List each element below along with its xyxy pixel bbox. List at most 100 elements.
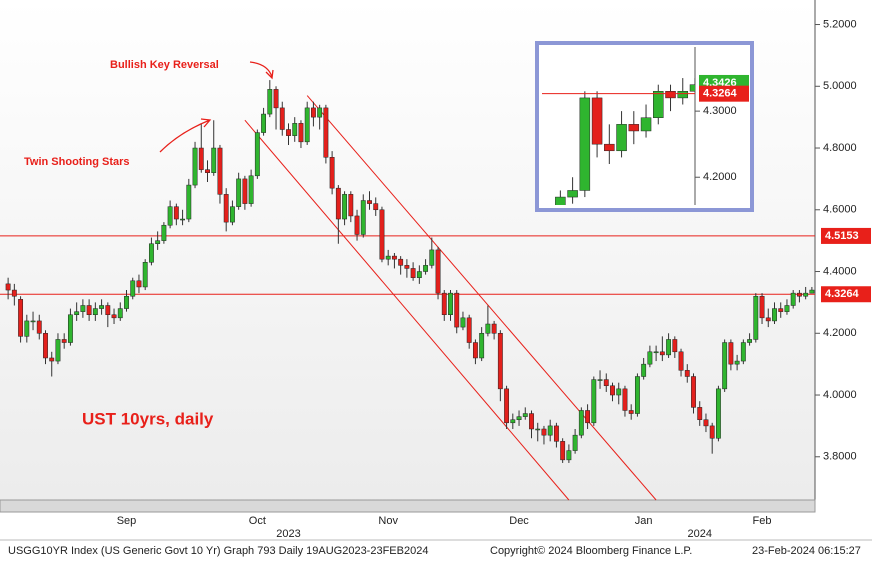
candle-body	[354, 215, 360, 235]
candle-body	[516, 416, 522, 420]
candle-body	[286, 129, 291, 136]
footer-text: USGG10YR Index (US Generic Govt 10 Yr) G…	[8, 545, 428, 557]
candle-body	[691, 376, 696, 408]
level-tag	[821, 286, 871, 303]
candle-body	[715, 388, 721, 439]
candle-body	[99, 305, 105, 309]
candle-body	[666, 339, 672, 356]
level-label: 4.5153	[825, 230, 859, 242]
candle-body	[740, 342, 746, 362]
candle-body	[192, 147, 198, 186]
annotation: Bullish Key Reversal	[110, 59, 219, 71]
candle-body	[329, 157, 335, 189]
candle-body	[479, 333, 485, 359]
candle-body	[466, 317, 472, 343]
candle-body	[229, 206, 235, 223]
candle-body	[641, 363, 647, 377]
candle-body	[622, 388, 628, 411]
inset-candles	[555, 78, 695, 205]
candle-body	[703, 419, 709, 427]
candle-body	[567, 190, 578, 198]
candle-body	[429, 249, 435, 266]
candle-body	[572, 434, 578, 451]
candle-body	[616, 388, 622, 396]
candle-body	[772, 308, 777, 322]
y-tick-label: 4.4000	[823, 265, 857, 277]
y-tick-label: 5.0000	[823, 80, 857, 92]
candle-body	[759, 295, 765, 319]
candle-body	[55, 339, 61, 362]
scroll-bar	[0, 499, 816, 513]
candle-body	[665, 91, 676, 99]
candle-body	[677, 91, 689, 99]
candle-body	[117, 308, 123, 319]
candle-body	[722, 342, 728, 390]
candle-body	[541, 428, 547, 436]
candle-body	[317, 107, 323, 118]
channel-line	[306, 95, 657, 501]
candle-body	[560, 441, 566, 461]
candle-body	[242, 178, 248, 204]
annotation: UST 10yrs, daily	[82, 409, 214, 428]
channel-line	[244, 119, 570, 501]
candle-body	[298, 123, 304, 143]
candle-body	[74, 311, 80, 316]
candle-body	[310, 107, 316, 118]
candle-body	[448, 292, 453, 316]
candle-body	[373, 203, 379, 211]
candle-body	[167, 206, 173, 226]
candle-body	[659, 351, 665, 356]
candle-body	[391, 255, 397, 260]
year-label: 2023	[276, 528, 300, 540]
candle-body	[604, 143, 615, 152]
candle-body	[522, 413, 528, 417]
candle-body	[616, 124, 627, 152]
candle-body	[555, 196, 566, 205]
candle-body	[36, 320, 42, 334]
candle-body	[603, 379, 609, 387]
candle-body	[292, 123, 298, 136]
candle-body	[49, 357, 55, 362]
candle-body	[80, 305, 86, 312]
x-tick-label: Jan	[635, 515, 653, 527]
candle-body	[248, 175, 254, 204]
candle-body	[404, 265, 410, 269]
candle-body	[709, 425, 715, 439]
candle-body	[591, 97, 603, 145]
candle-body	[497, 333, 503, 390]
inset-level-tag	[699, 85, 749, 102]
candle-body	[510, 419, 516, 424]
candle-body	[254, 132, 260, 177]
candle-body	[323, 107, 329, 158]
candle-body	[784, 305, 790, 312]
candle-body	[5, 283, 11, 291]
candle-body	[747, 339, 753, 343]
candle-body	[454, 292, 460, 328]
arrow	[249, 61, 274, 80]
candle-body	[628, 410, 634, 414]
candle-body	[18, 299, 24, 337]
candle-body	[441, 292, 447, 316]
candle-body	[30, 320, 36, 323]
candle-body	[416, 271, 422, 278]
candle-body	[61, 339, 67, 343]
candle-body	[803, 292, 809, 297]
candle-body	[217, 147, 223, 195]
candle-body	[92, 308, 98, 316]
candle-body	[697, 407, 703, 420]
candle-body	[485, 323, 491, 334]
candle-body	[647, 351, 653, 365]
candle-body	[734, 360, 740, 365]
candle-body	[124, 295, 129, 309]
candle-body	[634, 376, 640, 414]
y-tick-label: 3.8000	[823, 451, 857, 463]
candle-body	[148, 243, 154, 263]
candle-body	[728, 342, 734, 365]
candle-body	[535, 428, 541, 431]
candle-body	[379, 209, 385, 260]
candle-body	[553, 425, 559, 442]
x-tick-label: Oct	[249, 515, 266, 527]
candle-body	[11, 289, 17, 297]
